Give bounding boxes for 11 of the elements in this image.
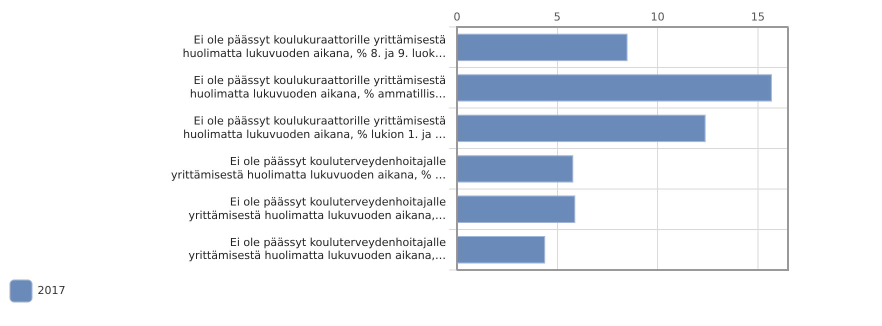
y-tick-label: Ei ole päässyt kouluterveydenhoitajalle yrittämisestä huolimatta lukuvuoden aikana,…: [188, 196, 446, 222]
y-tick-label: Ei ole päässyt koulukuraattorille yrittämisestä huolimatta lukuvuoden aikana, % 8. ja 9. luok…: [182, 34, 446, 60]
x-tick-label: 5: [554, 10, 561, 24]
y-tick-label: Ei ole päässyt koulukuraattorille yrittämisestä huolimatta lukuvuoden aikana, % ammatillis…: [190, 74, 446, 100]
y-tick-label: Ei ole päässyt kouluterveydenhoitajalle yrittämisestä huolimatta lukuvuoden aikana, % …: [171, 155, 446, 182]
legend-label: 2017: [38, 284, 66, 297]
y-tick-label: Ei ole päässyt koulukuraattorille yrittämisestä huolimatta lukuvuoden aikana, % lukion 1. ja …: [183, 114, 446, 141]
y-tick-label: Ei ole päässyt kouluterveydenhoitajalle yrittämisestä huolimatta lukuvuoden aikana,…: [188, 236, 446, 262]
x-tick-label: 15: [750, 10, 765, 24]
x-tick-label: 0: [454, 10, 460, 24]
x-tick-label: 10: [650, 10, 665, 24]
